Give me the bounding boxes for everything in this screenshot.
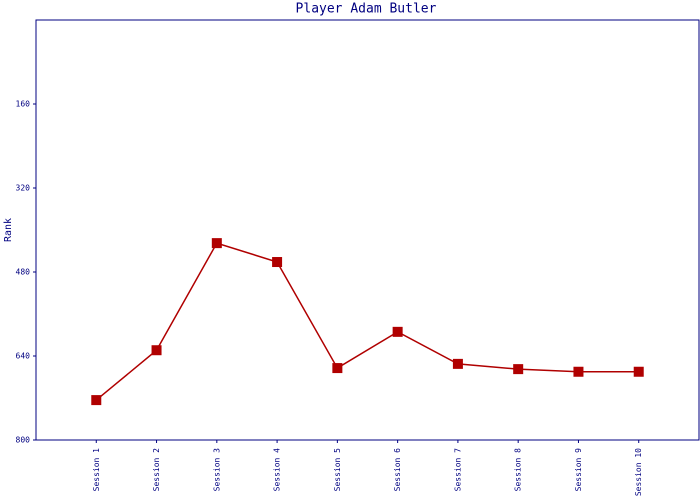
x-tick-label: Session 5 <box>333 448 342 492</box>
data-point <box>633 366 644 377</box>
x-tick-label: Session 7 <box>453 448 462 492</box>
x-tick-label: Session 2 <box>152 448 161 492</box>
x-tick-label: Session 8 <box>514 448 523 492</box>
series-line <box>95 242 639 401</box>
data-point <box>392 326 403 337</box>
x-tick-label: Session 6 <box>393 448 402 492</box>
y-tick-label: 480 <box>16 268 31 277</box>
x-tick-label: Session 10 <box>634 448 643 496</box>
x-tick-label: Session 9 <box>574 448 583 492</box>
y-axis-title: Rank <box>3 218 14 242</box>
data-point <box>332 363 343 374</box>
data-point <box>452 358 463 369</box>
data-point <box>211 238 222 249</box>
y-tick-label: 160 <box>16 100 31 109</box>
data-point <box>513 364 524 375</box>
data-point <box>573 366 584 377</box>
y-tick-label: 320 <box>16 184 31 193</box>
plot-frame <box>35 19 700 441</box>
chart-title: Player Adam Butler <box>296 2 437 17</box>
data-point <box>151 345 162 356</box>
x-tick-label: Session 1 <box>92 448 101 492</box>
x-tick-label: Session 3 <box>212 448 221 492</box>
y-tick-label: 800 <box>16 436 31 445</box>
data-point <box>272 257 283 268</box>
x-tick-label: Session 4 <box>273 448 282 492</box>
data-point <box>91 395 102 406</box>
y-tick-label: 640 <box>16 352 31 361</box>
